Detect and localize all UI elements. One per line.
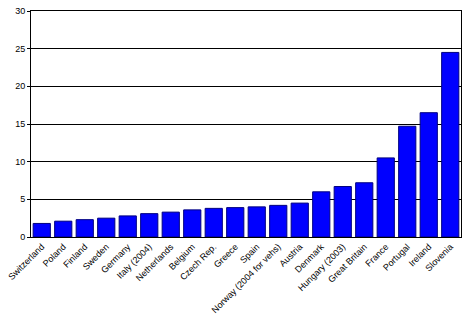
svg-text:Greece: Greece — [212, 242, 240, 270]
svg-text:Great Britain: Great Britain — [326, 242, 369, 285]
svg-text:Denmark: Denmark — [293, 241, 326, 274]
svg-text:Spain: Spain — [238, 242, 261, 265]
svg-text:Belgium: Belgium — [167, 242, 197, 272]
svg-text:Sweden: Sweden — [81, 242, 111, 272]
svg-text:30: 30 — [15, 6, 25, 16]
svg-text:10: 10 — [15, 157, 25, 167]
svg-text:Norway (2004 for vehs): Norway (2004 for vehs) — [210, 242, 283, 315]
svg-text:Austria: Austria — [277, 242, 304, 269]
svg-text:Netherlands: Netherlands — [134, 241, 176, 283]
svg-text:France: France — [363, 242, 390, 269]
svg-text:Germany: Germany — [99, 241, 133, 275]
svg-text:15: 15 — [15, 119, 25, 129]
svg-text:20: 20 — [15, 81, 25, 91]
svg-text:Poland: Poland — [41, 242, 68, 269]
svg-text:Slovenia: Slovenia — [423, 242, 454, 273]
svg-text:Finland: Finland — [61, 242, 89, 270]
svg-text:5: 5 — [20, 194, 25, 204]
svg-text:25: 25 — [15, 44, 25, 54]
svg-text:Ireland: Ireland — [407, 242, 434, 269]
svg-text:Czech Rep.: Czech Rep. — [178, 242, 218, 282]
svg-text:Italy (2004): Italy (2004) — [115, 242, 154, 281]
svg-text:Hungary (2003): Hungary (2003) — [296, 242, 347, 293]
svg-text:0: 0 — [20, 232, 25, 242]
svg-text:Portugal: Portugal — [381, 242, 412, 273]
svg-text:Switzerland: Switzerland — [6, 242, 46, 282]
